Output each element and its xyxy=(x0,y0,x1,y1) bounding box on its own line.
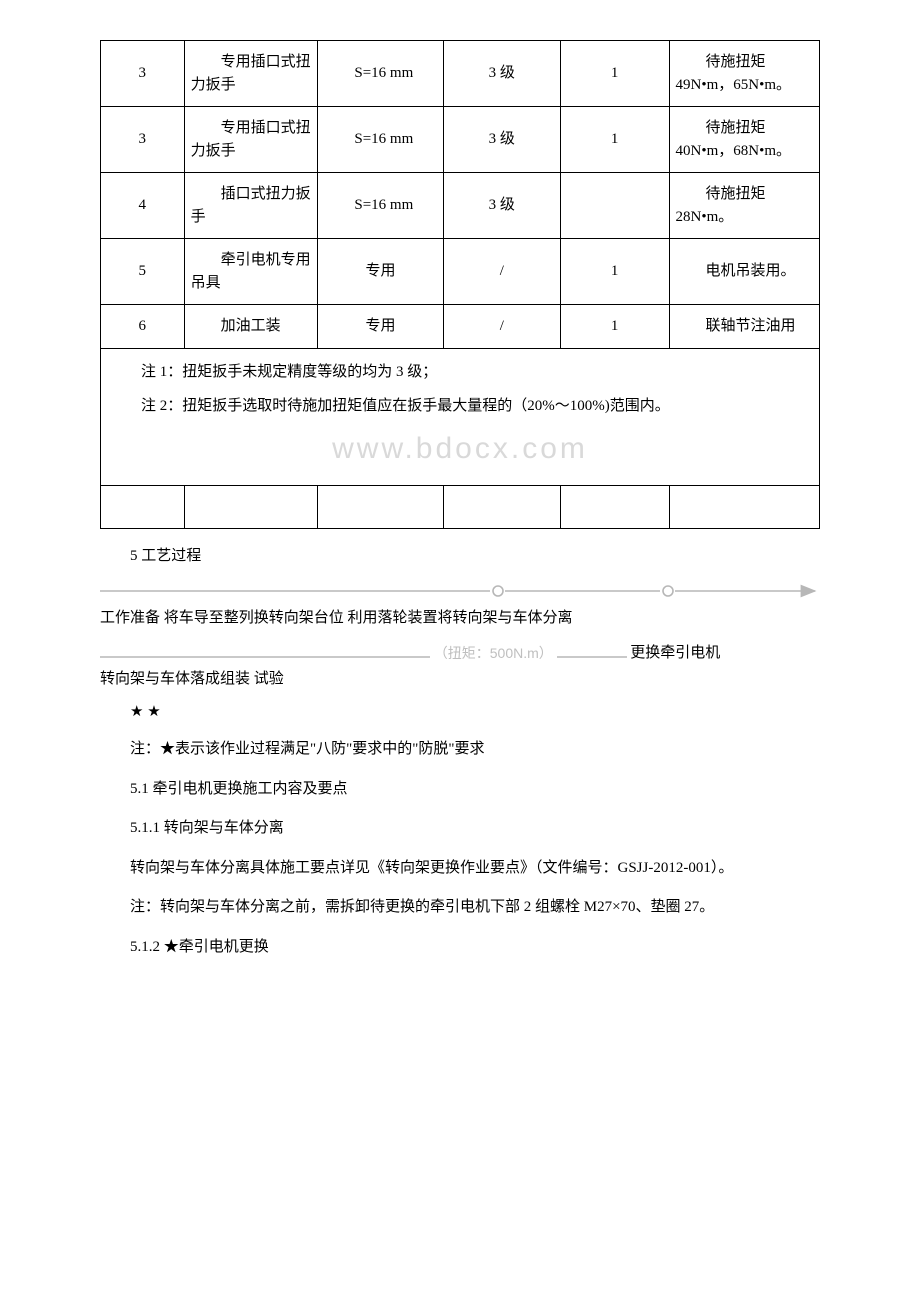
cell-spec: 专用 xyxy=(318,239,443,305)
note-star: 注：★表示该作业过程满足"八防"要求中的"防脱"要求 xyxy=(100,737,820,763)
star-markers: ★ ★ xyxy=(100,701,820,724)
cell-qty: 1 xyxy=(560,107,669,173)
cell-name: 专用插口式扭力扳手 xyxy=(184,41,318,107)
cell-grade: / xyxy=(443,305,560,349)
table-row: 3 专用插口式扭力扳手 S=16 mm 3 级 1 待施扭矩40N•m，68N•… xyxy=(101,107,820,173)
torque-label: （扭矩：500N.m） xyxy=(434,645,553,661)
table-row: 4 插口式扭力扳手 S=16 mm 3 级 待施扭矩28N•m。 xyxy=(101,173,820,239)
cell-name: 插口式扭力扳手 xyxy=(184,173,318,239)
flow-line-icon xyxy=(100,646,430,660)
heading-5-1-1: 5.1.1 转向架与车体分离 xyxy=(100,816,820,842)
cell-index: 5 xyxy=(101,239,185,305)
paragraph-511: 转向架与车体分离具体施工要点详见《转向架更换作业要点》（文件编号：GSJJ-20… xyxy=(100,856,820,882)
flow-line-icon xyxy=(557,646,627,660)
cell-qty xyxy=(560,173,669,239)
cell-grade: 3 级 xyxy=(443,41,560,107)
flow-step-2-tail: 更换牵引电机 xyxy=(630,645,720,661)
flow-arrow-line-1 xyxy=(100,582,820,600)
flow-step-1: 工作准备 将车导至整列换转向架台位 利用落轮装置将转向架与车体分离 xyxy=(100,606,820,630)
paragraph-511-note: 注：转向架与车体分离之前，需拆卸待更换的牵引电机下部 2 组螺栓 M27×70、… xyxy=(100,895,820,921)
cell-grade: 3 级 xyxy=(443,173,560,239)
table-notes: 注 1：扭矩扳手未规定精度等级的均为 3 级； 注 2：扭矩扳手选取时待施加扭矩… xyxy=(101,348,820,485)
tools-table: 3 专用插口式扭力扳手 S=16 mm 3 级 1 待施扭矩49N•m，65N•… xyxy=(100,40,820,529)
cell-remark: 待施扭矩49N•m，65N•m。 xyxy=(669,41,820,107)
note-2: 注 2：扭矩扳手选取时待施加扭矩值应在扳手最大量程的（20%～100%)范围内。 xyxy=(111,395,809,418)
cell-remark: 待施扭矩40N•m，68N•m。 xyxy=(669,107,820,173)
table-notes-row: 注 1：扭矩扳手未规定精度等级的均为 3 级； 注 2：扭矩扳手选取时待施加扭矩… xyxy=(101,348,820,485)
table-row: 6 加油工装 专用 / 1 联轴节注油用 xyxy=(101,305,820,349)
cell-name: 牵引电机专用吊具 xyxy=(184,239,318,305)
heading-5-1-2: 5.1.2 ★牵引电机更换 xyxy=(100,935,820,961)
cell-spec: S=16 mm xyxy=(318,41,443,107)
watermark-text: www.bdocx.com xyxy=(111,426,809,471)
cell-remark: 电机吊装用。 xyxy=(669,239,820,305)
cell-name: 专用插口式扭力扳手 xyxy=(184,107,318,173)
cell-qty: 1 xyxy=(560,305,669,349)
cell-index: 6 xyxy=(101,305,185,349)
cell-grade: 3 级 xyxy=(443,107,560,173)
cell-index: 4 xyxy=(101,173,185,239)
table-row: 3 专用插口式扭力扳手 S=16 mm 3 级 1 待施扭矩49N•m，65N•… xyxy=(101,41,820,107)
cell-spec: S=16 mm xyxy=(318,173,443,239)
cell-index: 3 xyxy=(101,107,185,173)
heading-5-1: 5.1 牵引电机更换施工内容及要点 xyxy=(100,777,820,803)
cell-remark: 待施扭矩28N•m。 xyxy=(669,173,820,239)
cell-remark: 联轴节注油用 xyxy=(669,305,820,349)
table-row: 5 牵引电机专用吊具 专用 / 1 电机吊装用。 xyxy=(101,239,820,305)
cell-index: 3 xyxy=(101,41,185,107)
cell-grade: / xyxy=(443,239,560,305)
cell-qty: 1 xyxy=(560,239,669,305)
cell-spec: S=16 mm xyxy=(318,107,443,173)
heading-5: 5 工艺过程 xyxy=(100,545,820,568)
table-empty-row xyxy=(101,485,820,529)
flow-arrow-icon xyxy=(100,582,820,600)
flow-arrow-line-2: （扭矩：500N.m） 更换牵引电机 xyxy=(100,642,820,665)
cell-name: 加油工装 xyxy=(184,305,318,349)
cell-spec: 专用 xyxy=(318,305,443,349)
flow-step-3: 转向架与车体落成组装 试验 xyxy=(100,668,820,691)
cell-qty: 1 xyxy=(560,41,669,107)
note-1: 注 1：扭矩扳手未规定精度等级的均为 3 级； xyxy=(111,361,809,384)
